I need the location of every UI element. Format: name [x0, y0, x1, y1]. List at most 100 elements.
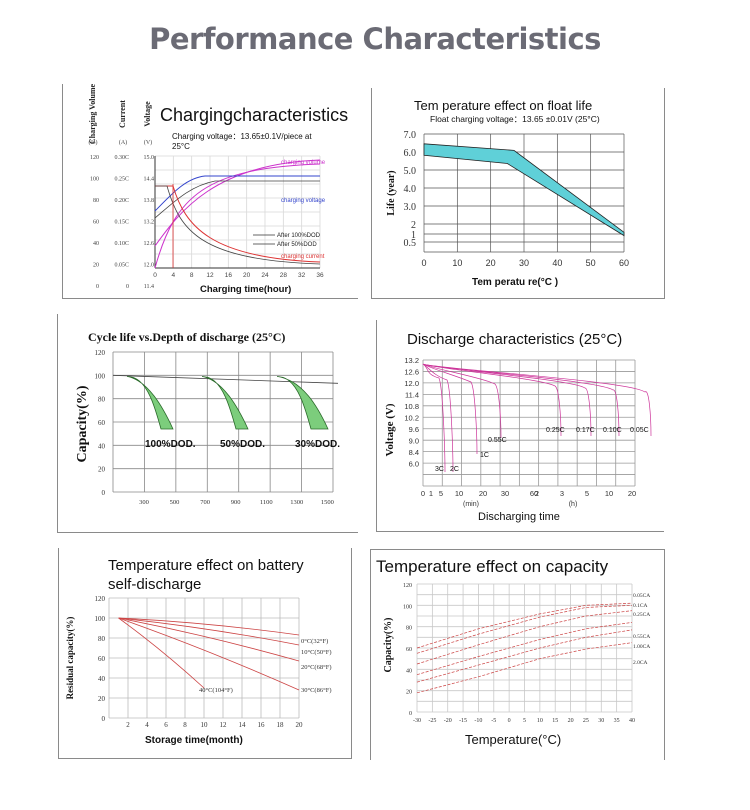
y-tick-label: 1: [411, 230, 416, 241]
y-tick-label: 0: [96, 284, 99, 290]
y-tick-label: 11.4: [405, 391, 419, 400]
y-tick-label: 120: [90, 155, 99, 161]
series-label: 0°C(32°F): [301, 638, 328, 645]
x-tick-label-min: 20: [479, 489, 487, 498]
series-label: 2.0CA: [633, 660, 648, 666]
x-tick-label: 30: [519, 258, 529, 268]
x-tick-label: 0: [153, 272, 157, 279]
chart-title: Temperature effect on capacity: [376, 557, 609, 576]
x-axis-label: Discharging time: [478, 511, 560, 523]
axis-header-name: Voltage: [143, 101, 152, 127]
x-tick-label: 10: [537, 718, 543, 724]
series-label: 0.05CA: [633, 593, 650, 599]
y-tick-label: 12.0: [144, 263, 155, 269]
x-tick-label: 8: [183, 721, 187, 729]
x-tick-label: 6: [164, 721, 168, 729]
y-tick-label: 20: [98, 695, 106, 703]
x-tick-label: -15: [459, 718, 467, 724]
voltage-curve: [154, 175, 320, 212]
band-label: 30%DOD.: [295, 439, 340, 450]
series-label: 0.05C: [630, 427, 649, 434]
y-tick-label: 40: [98, 442, 106, 450]
self-discharge-curve: [118, 617, 300, 636]
y-tick-label: 0.25C: [114, 177, 129, 183]
x-tick-label: 20: [296, 721, 304, 729]
y-tick-label: 6.0: [409, 460, 419, 469]
y-tick-label: 9.6: [409, 425, 419, 434]
y-tick-label: 80: [406, 626, 412, 632]
x-tick-label: 0: [508, 718, 511, 724]
y-tick-label: 20: [98, 466, 106, 474]
y-tick-label: 0.05C: [114, 263, 129, 269]
y-tick-label: 80: [98, 396, 106, 404]
y-tick-label: 0.5: [404, 238, 417, 249]
x-tick-label: 700: [200, 499, 210, 506]
y-tick-label: 0.20C: [114, 198, 129, 204]
chart-subtitle: Charging voltage：13.65±0.1V/piece at: [172, 132, 312, 141]
page-title: Performance Characteristics: [149, 22, 601, 56]
y-tick-label: 10.2: [404, 414, 419, 423]
cycle-life-panel: Cycle life vs.Depth of discharge (25°C) 1…: [57, 314, 358, 533]
x-tick-label: 1300: [290, 499, 303, 506]
y-tick-label: 12.6: [404, 368, 419, 377]
series-label: 0.25C: [546, 427, 565, 434]
y-tick-label: 2: [411, 220, 416, 231]
chart-title: Temperature effect on battery: [108, 557, 304, 574]
x-tick-label: 5: [523, 718, 526, 724]
x-tick-label-min: 10: [455, 489, 463, 498]
discharge-curve: [422, 363, 478, 455]
y-tick-label: 120: [95, 349, 106, 357]
y-tick-label: 4.0: [404, 184, 417, 195]
series-label: 2C: [450, 466, 459, 473]
series-label: 40°C(104°F): [199, 687, 233, 694]
x-tick-label: 14: [239, 721, 247, 729]
x-tick-label: 2: [126, 721, 130, 729]
band-label: 50%DOD.: [220, 439, 265, 450]
y-tick-label: 15.0: [144, 155, 155, 161]
axis-header-unit: (A): [119, 139, 127, 146]
charging-characteristics-panel: Chargingcharacteristics Charging voltage：…: [62, 84, 358, 299]
legend-label: After 50%DOD: [277, 242, 317, 248]
x-tick-label-h: 2: [535, 489, 539, 498]
x-tick-label-h: 10: [605, 489, 613, 498]
axis-header-name: Charging Volume: [88, 84, 97, 144]
x-tick-label: 4: [172, 272, 176, 279]
self-discharge-curve: [118, 617, 205, 689]
self-discharge-panel: Temperature effect on battery self-discha…: [58, 548, 352, 759]
x-tick-label: 40: [552, 258, 562, 268]
x-tick-label-h: 5: [585, 489, 589, 498]
y-axis-label: Life (year): [386, 170, 397, 215]
y-tick-label: 0: [409, 711, 412, 717]
x-tick-label-min: 5: [439, 489, 443, 498]
voltage-curve-2: [154, 180, 320, 219]
series-label: 1C: [480, 452, 489, 459]
axis-header-name: Current: [118, 100, 127, 128]
x-tick-label: 16: [225, 272, 233, 279]
x-tick-label: 28: [280, 272, 288, 279]
y-tick-label: 80: [93, 198, 99, 204]
chart-title: Cycle life vs.Depth of discharge (25°C): [88, 330, 285, 344]
series-label: 30°C(86°F): [301, 687, 331, 694]
y-axis-label: Voltage (V): [384, 403, 396, 456]
x-unit-h: (h): [569, 501, 578, 508]
chart-title: Tem perature effect on float life: [414, 98, 592, 113]
x-tick-label: 25: [583, 718, 589, 724]
series-label: charging current: [281, 254, 325, 260]
axis-header-unit: (V): [144, 139, 152, 146]
float-life-panel: Tem perature effect on float life Float c…: [371, 88, 665, 299]
y-tick-label: 40: [93, 241, 99, 247]
chart-title: self-discharge: [108, 576, 201, 593]
self-discharge-curve: [118, 617, 300, 646]
x-tick-label-h: 3: [560, 489, 564, 498]
x-tick-label: 1500: [321, 499, 334, 506]
x-unit-min: (min): [463, 501, 479, 508]
discharge-curve: [422, 363, 446, 473]
x-tick-label: 15: [552, 718, 558, 724]
x-tick-label-h: 20: [628, 489, 636, 498]
x-axis-label: Storage time(month): [145, 735, 243, 746]
y-tick-label: 100: [95, 615, 106, 623]
x-tick-label: -5: [491, 718, 496, 724]
series-label: 0.1CA: [633, 603, 648, 609]
y-tick-label: 0.10C: [114, 241, 129, 247]
capacity-curve: [416, 622, 633, 676]
